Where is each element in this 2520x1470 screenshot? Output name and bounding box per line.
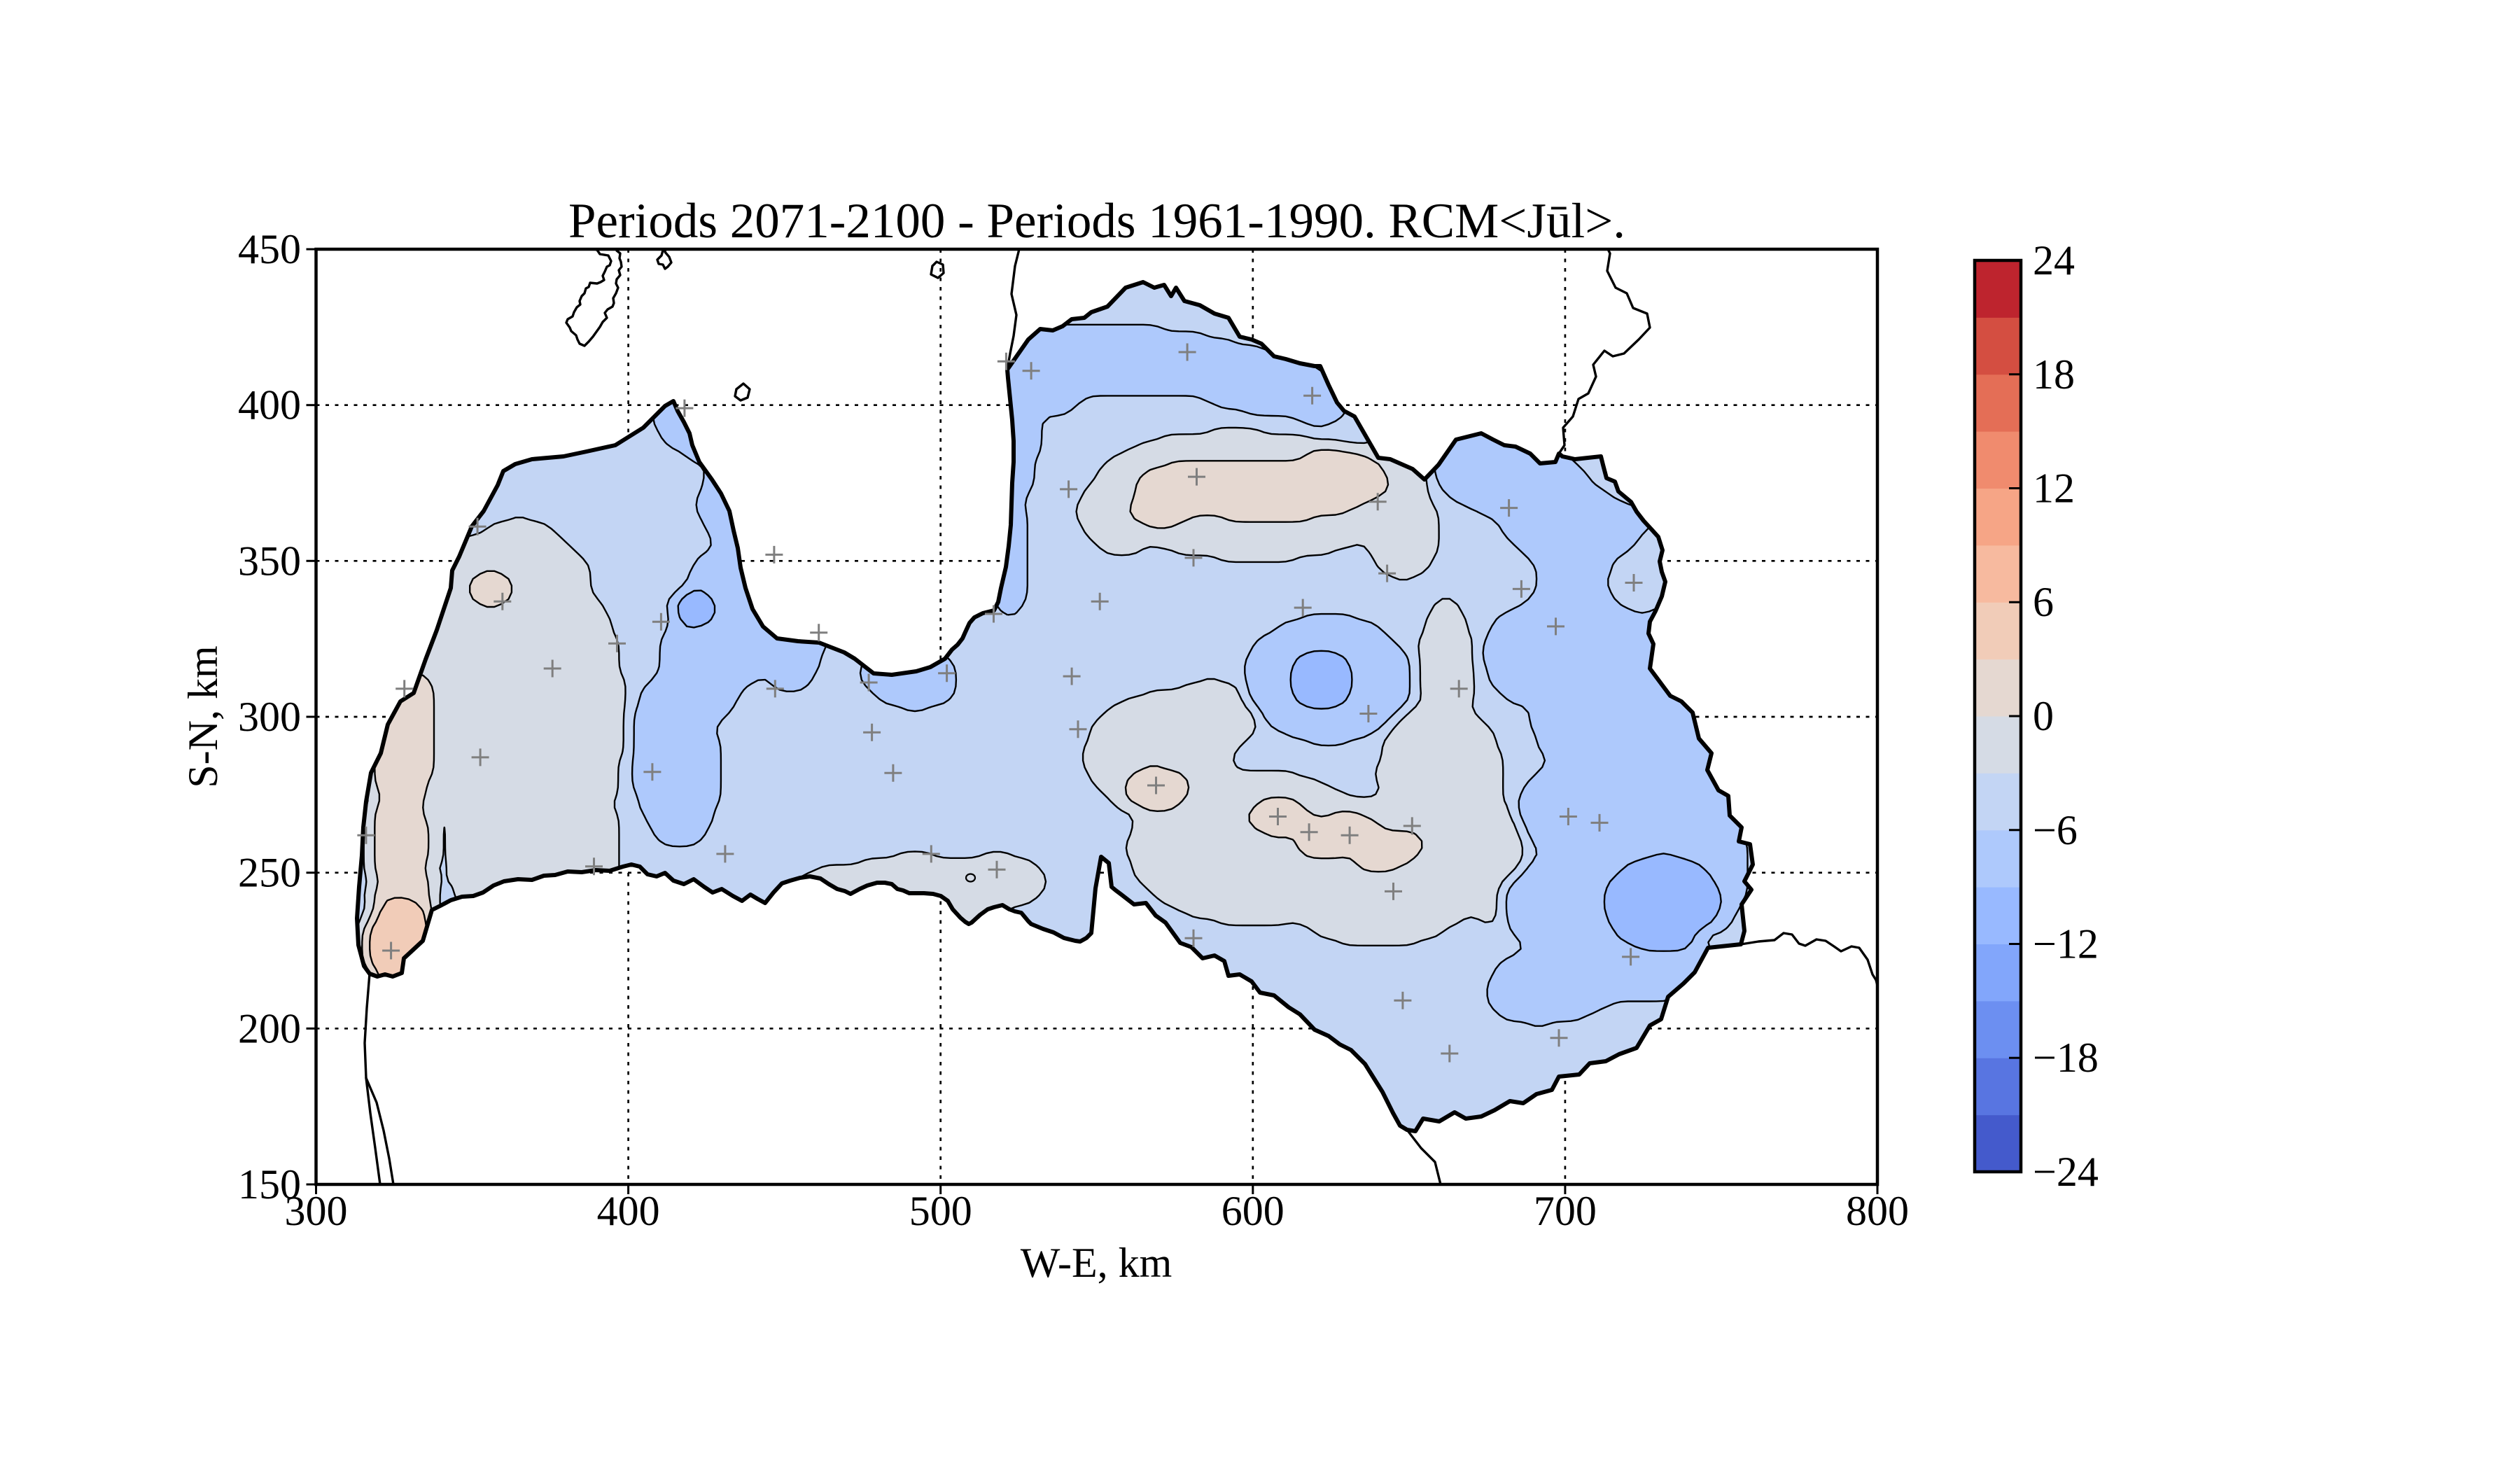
svg-text:−24: −24 bbox=[2033, 1149, 2099, 1195]
svg-text:450: 450 bbox=[238, 226, 301, 272]
svg-text:400: 400 bbox=[597, 1188, 660, 1234]
svg-text:500: 500 bbox=[909, 1188, 972, 1234]
svg-text:12: 12 bbox=[2033, 465, 2075, 512]
svg-text:400: 400 bbox=[238, 382, 301, 428]
svg-text:150: 150 bbox=[238, 1161, 301, 1208]
svg-text:−12: −12 bbox=[2033, 921, 2099, 967]
svg-text:350: 350 bbox=[238, 538, 301, 584]
svg-text:24: 24 bbox=[2033, 237, 2075, 284]
svg-text:S-N, km: S-N, km bbox=[180, 645, 226, 788]
svg-text:W-E, km: W-E, km bbox=[1021, 1240, 1172, 1286]
svg-text:−18: −18 bbox=[2033, 1035, 2099, 1081]
svg-text:300: 300 bbox=[238, 694, 301, 740]
svg-text:300: 300 bbox=[285, 1188, 348, 1234]
svg-text:18: 18 bbox=[2033, 351, 2075, 398]
svg-text:200: 200 bbox=[238, 1005, 301, 1051]
svg-text:6: 6 bbox=[2033, 579, 2054, 625]
svg-text:600: 600 bbox=[1222, 1188, 1284, 1234]
svg-text:0: 0 bbox=[2033, 693, 2054, 739]
svg-text:700: 700 bbox=[1534, 1188, 1597, 1234]
svg-text:−6: −6 bbox=[2033, 807, 2078, 853]
svg-text:Periods 2071-2100 - Periods 19: Periods 2071-2100 - Periods 1961-1990. R… bbox=[568, 194, 1625, 248]
svg-text:250: 250 bbox=[238, 850, 301, 896]
svg-text:800: 800 bbox=[1846, 1188, 1909, 1234]
